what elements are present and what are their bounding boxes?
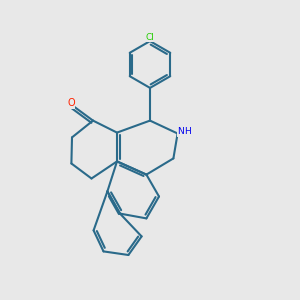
- Text: H: H: [184, 128, 190, 136]
- Text: Cl: Cl: [146, 33, 154, 42]
- Text: O: O: [67, 98, 75, 108]
- Text: N: N: [177, 128, 184, 136]
